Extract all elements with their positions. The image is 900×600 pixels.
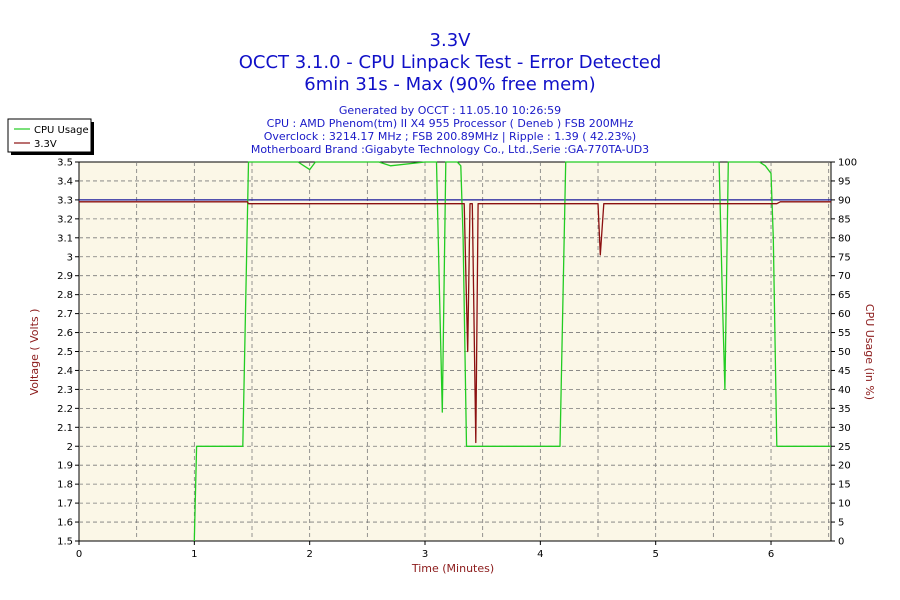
- y2-tick-label: 40: [838, 385, 851, 396]
- chart-title: 3.3V: [430, 30, 472, 51]
- y2-tick-label: 80: [838, 233, 851, 244]
- y-tick-label: 2.9: [57, 271, 73, 282]
- x-tick-label: 4: [537, 549, 543, 560]
- y-tick-label: 2.2: [57, 404, 73, 415]
- y2-tick-label: 75: [838, 252, 851, 263]
- y-axis-title: Voltage ( Volts ): [28, 309, 41, 396]
- series-layer: [79, 161, 831, 542]
- legend: CPU Usage 3.3V: [7, 118, 94, 155]
- info-motherboard: Motherboard Brand :Gigabyte Technology C…: [251, 143, 649, 156]
- y2-axis-title: CPU Usage (in %): [863, 304, 876, 400]
- info-overclock: Overclock : 3214.17 MHz ; FSB 200.89MHz …: [264, 130, 636, 143]
- x-tick-label: 3: [422, 549, 428, 560]
- y-tick-label: 1.5: [57, 537, 73, 548]
- y2-tick-label: 85: [838, 214, 851, 225]
- x-tick-label: 1: [191, 549, 197, 560]
- y-tick-label: 1.7: [57, 499, 73, 510]
- y-tick-label: 2.8: [57, 290, 73, 301]
- y-tick-label: 2.7: [57, 309, 73, 320]
- y-tick-label: 3.1: [57, 233, 73, 244]
- y2-tick-label: 70: [838, 271, 851, 282]
- y2-tick-label: 50: [838, 347, 851, 358]
- y-tick-label: 1.9: [57, 461, 73, 472]
- y2-tick-label: 10: [838, 499, 851, 510]
- y-tick-label: 1.6: [57, 518, 73, 529]
- x-axis-ticks: 0 1 2 3 4 5 6: [76, 541, 774, 560]
- y-tick-label: 3.2: [57, 214, 73, 225]
- y-tick-label: 2.3: [57, 385, 73, 396]
- y2-tick-label: 35: [838, 404, 851, 415]
- series-line-3v3: [79, 201, 831, 444]
- y2-axis-ticks: 0 5 10 15 20 25 30 35 40 45 50 55 60 65 70 75 80 85 90 95 10…: [831, 158, 857, 548]
- y-tick-label: 2.4: [57, 366, 73, 377]
- legend-label-cpu-usage: CPU Usage: [34, 125, 89, 136]
- y-tick-label: 1.8: [57, 480, 73, 491]
- y-tick-label: 3.5: [57, 158, 73, 169]
- y2-tick-label: 65: [838, 290, 851, 301]
- legend-label-3v3: 3.3V: [34, 139, 57, 150]
- y2-tick-label: 60: [838, 309, 851, 320]
- x-tick-label: 5: [652, 549, 658, 560]
- y2-tick-label: 90: [838, 195, 851, 206]
- y-tick-label: 2.1: [57, 423, 73, 434]
- y2-tick-label: 20: [838, 461, 851, 472]
- x-tick-label: 2: [306, 549, 312, 560]
- y2-tick-label: 25: [838, 442, 851, 453]
- y2-tick-label: 15: [838, 480, 851, 491]
- y-tick-label: 3.4: [57, 176, 73, 187]
- y-tick-label: 2: [67, 442, 73, 453]
- x-tick-label: 0: [76, 549, 82, 560]
- y2-tick-label: 55: [838, 328, 851, 339]
- y2-tick-label: 5: [838, 518, 844, 529]
- y2-tick-label: 100: [838, 158, 857, 169]
- grid: [79, 162, 831, 541]
- y-axis-ticks: 1.5 1.6 1.7 1.8 1.9 2 2.1 2.2 2.3 2.4 2.5 2.6 2.7 2.8…: [57, 158, 79, 548]
- y-tick-label: 3: [67, 252, 73, 263]
- series-line-cpu-usage: [193, 161, 831, 542]
- y2-tick-label: 95: [838, 176, 851, 187]
- chart-subtitle: OCCT 3.1.0 - CPU Linpack Test - Error De…: [239, 52, 662, 73]
- chart-subtitle-duration: 6min 31s - Max (90% free mem): [304, 74, 595, 95]
- x-tick-label: 6: [768, 549, 774, 560]
- y2-tick-label: 45: [838, 366, 851, 377]
- y2-tick-label: 0: [838, 537, 844, 548]
- y2-tick-label: 30: [838, 423, 851, 434]
- x-axis-title: Time (Minutes): [411, 562, 494, 575]
- legend-box: [7, 118, 92, 153]
- y-tick-label: 2.5: [57, 347, 73, 358]
- info-cpu: CPU : AMD Phenom(tm) II X4 955 Processor…: [267, 117, 634, 130]
- y-tick-label: 3.3: [57, 195, 73, 206]
- y-tick-label: 2.6: [57, 328, 73, 339]
- info-generated: Generated by OCCT : 11.05.10 10:26:59: [339, 104, 561, 117]
